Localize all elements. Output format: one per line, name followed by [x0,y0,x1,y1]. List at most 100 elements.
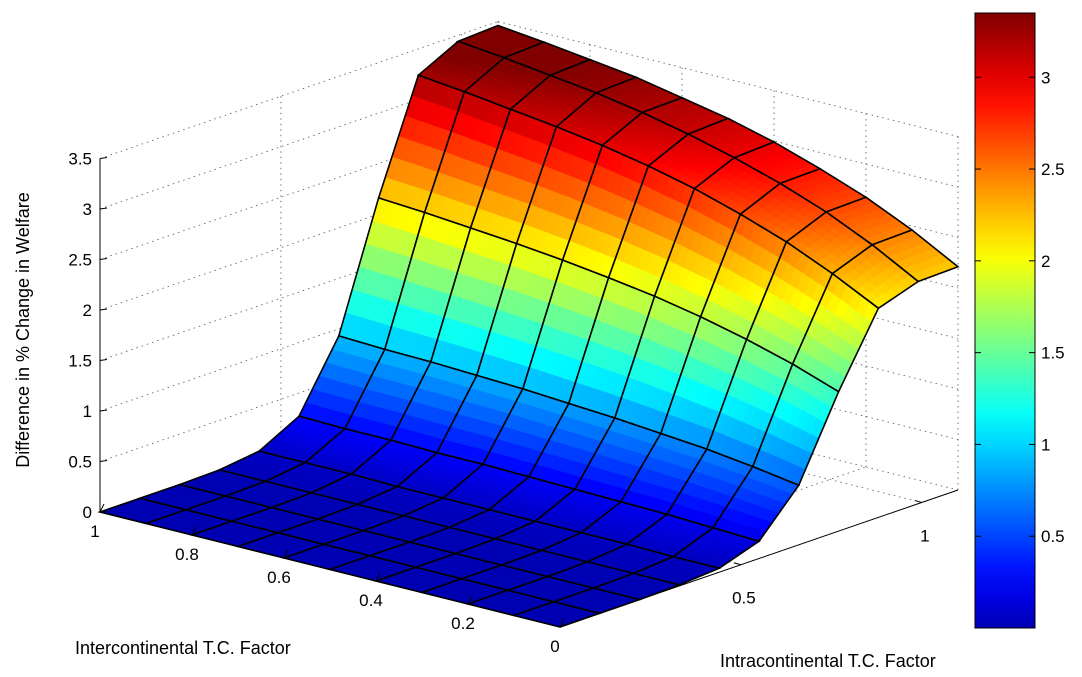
surface-cell [327,554,419,582]
x-tick-label: 1 [90,522,99,541]
surface-cell [671,526,761,570]
colorbar-gradient [974,12,1036,629]
x-tick-label: 0.6 [267,568,291,587]
surface-cell [423,90,512,230]
surface-cell [527,402,616,491]
surface-mesh [97,24,960,628]
y-axis-label: Intracontinental T.C. Factor [720,651,936,671]
surface-cell [607,164,696,298]
z-tick-label: 3 [83,200,92,219]
z-tick-label: 1 [83,402,92,421]
surface-cell [824,196,914,246]
surface-cell [462,56,552,111]
x-tick-mark [191,526,197,536]
z-axis-label: Difference in % Change in Welfare [13,192,33,467]
z-tick-label: 1.5 [68,352,92,371]
z-tick-mark [99,510,108,513]
surface-cell [501,41,593,77]
surface-cell [625,513,715,558]
z-tick-label: 0 [83,503,92,522]
colorbar-tick-label: 0.5 [1041,527,1065,546]
x-tick-label: 0.4 [359,591,383,610]
surface-cell [573,417,662,503]
surface-cell [738,182,828,243]
z-tick-mark [99,460,108,462]
surface-cell [699,213,788,341]
y-tick-mark [733,562,742,566]
colorbar-tick-label: 1 [1041,435,1050,454]
surface-cell [343,348,432,442]
surface-cell [257,415,347,464]
surface-cell [373,566,465,594]
x-tick-mark [467,595,473,605]
surface-cell [383,211,472,363]
z-tick-mark [99,308,108,311]
surface-cell [475,242,564,390]
y-axis-line [559,489,959,628]
z-tick-mark [99,157,108,159]
surface-cell [692,156,782,216]
surface-cell [429,226,518,377]
colorbar-tick-label: 3 [1041,68,1050,87]
z-tick-label: 2.5 [68,251,92,270]
z-grid-line [99,21,499,159]
x-tick-mark [99,503,105,513]
surface-cell [590,572,683,601]
colorbar-tick-label: 2.5 [1041,160,1065,179]
surface-cell [778,167,868,213]
surface-cell [600,111,690,167]
x-tick-label: 0 [550,637,559,656]
z-grid-line [99,122,499,260]
x-tick-label: 0.8 [175,545,199,564]
z-tick-mark [99,359,108,361]
z-tick-label: 3.5 [68,150,92,169]
surface-cell [412,552,505,580]
surface-cell [416,40,506,93]
z-tick-mark [99,258,108,260]
z-grid-line [497,21,959,137]
surface-cell [831,243,920,310]
surface-cell [314,503,407,532]
colorbar: 0.5 1 1.5 2 2.5 3 [974,12,1065,629]
z-tick-mark [99,409,108,412]
surface-cell [705,338,794,468]
z-grid-line [99,172,499,311]
surface-cell [176,469,269,497]
surface-cell [579,500,669,546]
x-tick-mark [559,618,565,628]
colorbar-tick-label: 2 [1041,252,1050,271]
surface-cell [515,125,604,262]
z-tick-mark [99,207,108,210]
surface-cell [533,488,623,534]
surface-cell [441,463,531,511]
surface-cell [653,187,742,318]
surface-cell [751,362,840,487]
x-tick-label: 0.2 [451,614,475,633]
z-tick-label: 0.5 [68,453,92,472]
axes: 0 0.5 1 1.5 2 2.5 3 3.5 0 0.2 0.4 0.6 0.8 1 0.5 1 [68,150,959,656]
x-tick-mark [375,572,381,582]
surface-cell [268,492,361,520]
surface-cell [550,587,643,615]
surface-cell [711,465,801,543]
surface-cell [377,74,466,214]
x-axis-line [99,511,561,628]
colorbar-tick-label: 1.5 [1041,344,1065,363]
z-grid-line [99,273,499,412]
y-tick-label: 0.5 [732,589,756,608]
surface-cell [487,475,577,523]
surface-cell [745,240,834,366]
surface-cell [630,555,722,586]
y-tick-mark [914,499,922,503]
surface-cell [613,295,702,435]
z-grid-line [99,324,499,462]
z-grid-line [99,223,499,361]
surface-cell [452,538,545,566]
surface-cell [561,144,650,279]
x-tick-mark [283,549,289,559]
x-axis-label: Intercontinental T.C. Factor [75,638,291,658]
z-grid-line [99,71,499,210]
y-tick-label: 1 [920,526,929,545]
surface-cell [263,461,354,494]
